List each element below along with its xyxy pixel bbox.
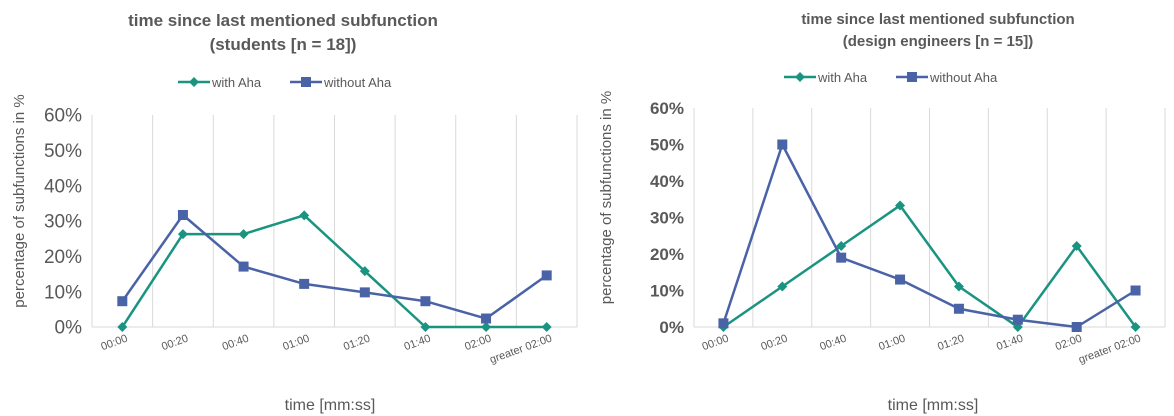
- data-point-with-aha: [238, 229, 249, 240]
- series-line-without-aha: [121, 213, 548, 320]
- data-point-without-aha: [836, 252, 847, 263]
- chart-title: time since last mentioned subfunction: [801, 11, 1074, 28]
- data-point-without-aha: [895, 274, 906, 285]
- x-tick-label: 00:40: [818, 333, 848, 354]
- data-point-without-aha: [117, 296, 128, 307]
- data-point-without-aha: [1130, 285, 1141, 296]
- x-tick-label: 00:00: [99, 333, 129, 354]
- x-tick-label: 02:00: [1054, 333, 1084, 354]
- data-point-without-aha: [953, 303, 964, 314]
- legend-label: with Aha: [211, 75, 262, 90]
- series-line-without-aha: [722, 143, 1137, 329]
- data-point-without-aha: [777, 139, 788, 150]
- data-point-without-aha: [177, 209, 188, 220]
- series-line-with-aha: [121, 214, 547, 329]
- y-tick-label: 10%: [650, 281, 684, 300]
- line-chart-students: time since last mentioned subfunction (st…: [11, 11, 578, 414]
- line-chart-design-engineers: time since last mentioned subfunction (de…: [598, 11, 1166, 414]
- data-point-without-aha: [420, 296, 431, 307]
- legend-label: without Aha: [323, 75, 392, 90]
- x-tick-label: 01:40: [995, 333, 1025, 354]
- y-tick-label: 60%: [44, 106, 82, 127]
- data-point-with-aha: [1130, 322, 1141, 332]
- data-point-without-aha: [299, 278, 310, 289]
- y-tick-label: 40%: [44, 176, 82, 197]
- data-point-without-aha: [1071, 322, 1082, 332]
- legend-square-marker: [907, 72, 917, 82]
- chart-panel-students: time since last mentioned subfunction (st…: [11, 11, 578, 414]
- y-tick-label: 40%: [650, 172, 684, 191]
- data-point-with-aha: [117, 322, 128, 332]
- data-point-without-aha: [359, 287, 370, 298]
- x-tick-label: greater 02:00: [1077, 333, 1143, 367]
- data-point-with-aha: [541, 322, 552, 332]
- y-tick-label: 0%: [55, 318, 83, 339]
- x-tick-label: 01:20: [342, 333, 372, 354]
- data-point-without-aha: [481, 313, 492, 324]
- legend-square-marker: [301, 77, 311, 87]
- x-tick-label: 00:40: [221, 333, 251, 354]
- legend-label: with Aha: [817, 70, 868, 85]
- x-tick-label: 01:00: [877, 333, 907, 354]
- y-axis-label: percentage of subfunctions in %: [11, 94, 28, 307]
- data-point-with-aha: [299, 210, 310, 221]
- chart-subtitle: (design engineers [n = 15]): [843, 33, 1033, 50]
- data-point-with-aha: [359, 266, 370, 277]
- x-tick-label: 01:40: [402, 333, 432, 354]
- y-tick-label: 20%: [44, 247, 82, 268]
- chart-title: time since last mentioned subfunction: [128, 11, 438, 30]
- data-point-with-aha: [953, 281, 964, 292]
- x-tick-label: 01:20: [936, 333, 966, 354]
- y-tick-label: 10%: [44, 282, 82, 303]
- y-tick-label: 50%: [44, 141, 82, 162]
- data-point-without-aha: [238, 261, 249, 272]
- series-line-with-aha: [722, 204, 1137, 329]
- data-point-with-aha: [1071, 240, 1082, 251]
- x-tick-label: 01:00: [281, 333, 311, 354]
- x-tick-label: 00:20: [160, 333, 190, 354]
- data-point-with-aha: [836, 240, 847, 251]
- x-tick-label: 00:00: [700, 333, 730, 354]
- x-axis-label: time [mm:ss]: [285, 397, 376, 414]
- legend-label: without Aha: [929, 70, 998, 85]
- data-point-with-aha: [420, 322, 431, 332]
- x-tick-label: 00:20: [759, 333, 789, 354]
- y-tick-label: 60%: [650, 99, 684, 118]
- y-tick-label: 20%: [650, 245, 684, 264]
- data-point-without-aha: [541, 270, 552, 281]
- x-tick-label: 02:00: [463, 333, 493, 354]
- chart-panel-design-engineers: time since last mentioned subfunction (de…: [587, 0, 1174, 416]
- data-point-without-aha: [718, 318, 729, 329]
- data-point-with-aha: [481, 322, 492, 332]
- data-point-with-aha: [177, 229, 188, 240]
- y-tick-label: 50%: [650, 135, 684, 154]
- legend-diamond-marker: [795, 72, 805, 82]
- y-tick-label: 0%: [659, 318, 684, 337]
- data-point-with-aha: [895, 200, 906, 211]
- chart-subtitle: (students [n = 18]): [210, 35, 357, 54]
- data-point-with-aha: [777, 281, 788, 292]
- x-axis-label: time [mm:ss]: [888, 397, 979, 414]
- y-tick-label: 30%: [650, 208, 684, 227]
- y-axis-label: percentage of subfunctions in %: [598, 91, 615, 304]
- legend-diamond-marker: [189, 77, 199, 87]
- data-point-without-aha: [1012, 314, 1023, 325]
- y-tick-label: 30%: [44, 212, 82, 233]
- x-tick-label: greater 02:00: [488, 333, 554, 367]
